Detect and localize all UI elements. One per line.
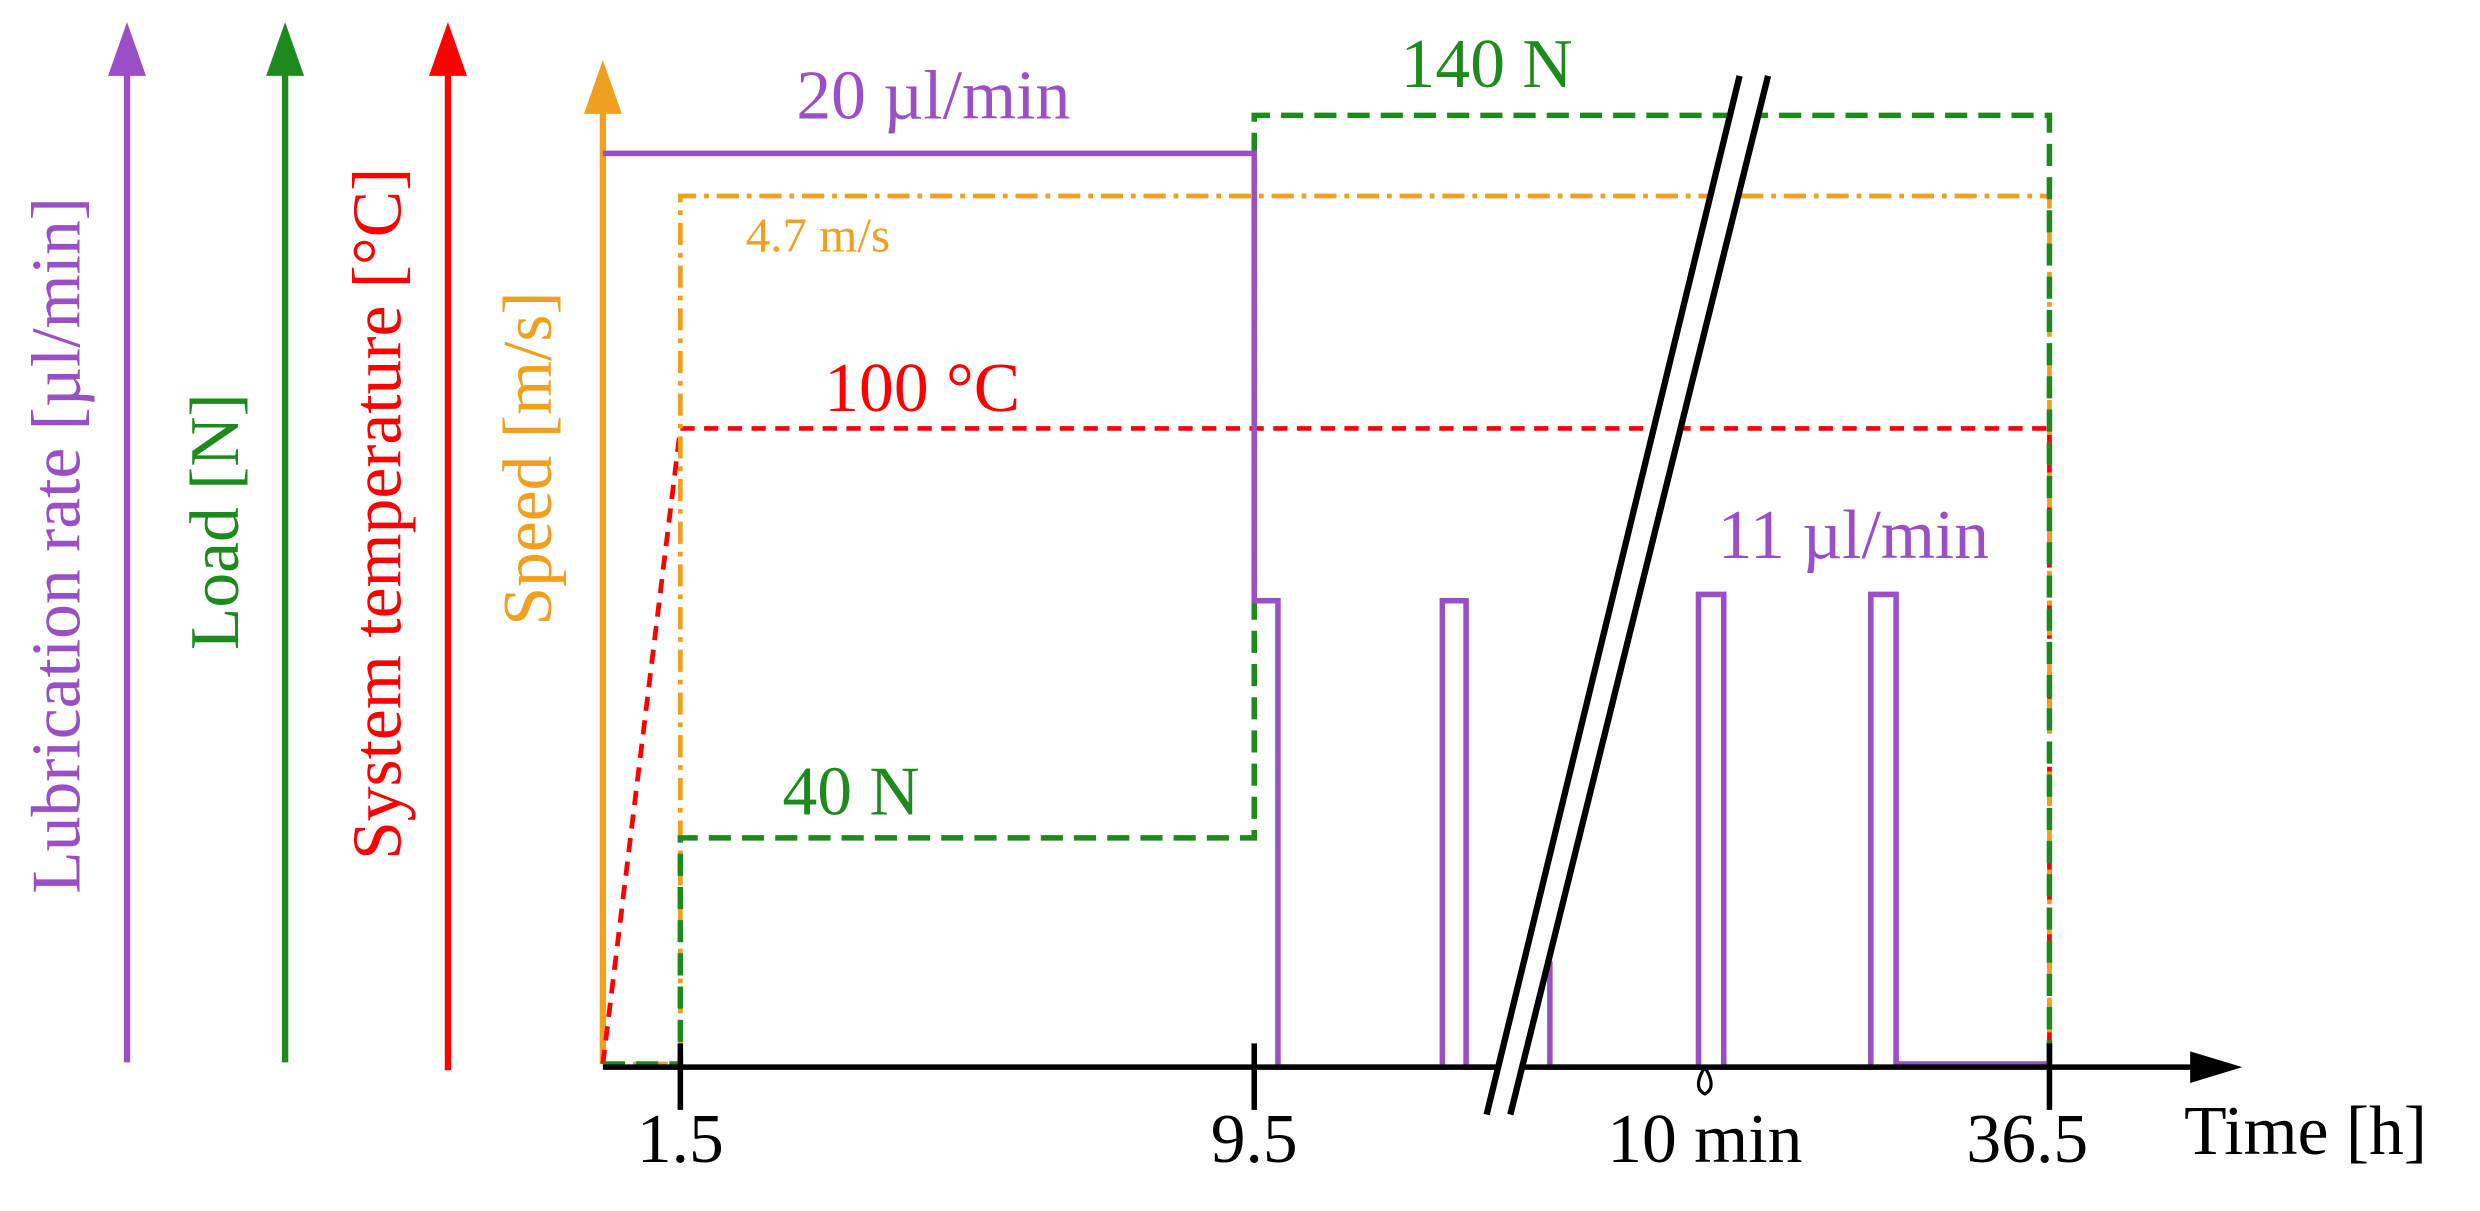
time-label: 36.5 — [1966, 1101, 2088, 1178]
axis-title: Lubrication rate [µl/min] — [19, 197, 96, 894]
annotation: 100 °C — [824, 350, 1020, 427]
break-line — [1507, 75, 1772, 1116]
tick — [1696, 1066, 1713, 1096]
arrowhead — [266, 22, 305, 76]
axis-titles: Lubrication rate [µl/min] Load [N] Syste… — [19, 168, 567, 894]
time-axis-title: Time [h] — [2184, 1093, 2427, 1170]
annotations: 20 µl/min 11 µl/min 140 N 40 N 4.7 m/s 1… — [746, 26, 1989, 830]
speed-profile — [602, 193, 2052, 1067]
time-labels: 1.5 9.5 10 min 36.5 Time [h] — [637, 1093, 2427, 1178]
lubrication-profile — [602, 150, 1495, 1070]
axis-title: Load [N] — [177, 393, 254, 650]
time-label: 9.5 — [1211, 1101, 1298, 1178]
ticks — [677, 1043, 2053, 1110]
break-gap — [1486, 75, 1769, 1115]
axis-arrows — [108, 22, 622, 1071]
arrowhead — [583, 60, 622, 114]
time-label: 1.5 — [637, 1101, 724, 1178]
time-label: 10 min — [1607, 1101, 1802, 1178]
annotation: 11 µl/min — [1718, 497, 1989, 574]
annotation: 140 N — [1401, 26, 1573, 103]
arrowhead — [428, 22, 467, 76]
break-line — [1483, 75, 1743, 1116]
annotation: 4.7 m/s — [746, 208, 890, 263]
axis-title: Speed [m/s] — [490, 291, 567, 625]
axis-title: System temperature [°C] — [340, 168, 417, 860]
arrowhead — [108, 22, 146, 76]
annotation: 20 µl/min — [796, 58, 1070, 135]
annotation: 40 N — [783, 753, 920, 830]
arrowhead — [2190, 1051, 2243, 1083]
